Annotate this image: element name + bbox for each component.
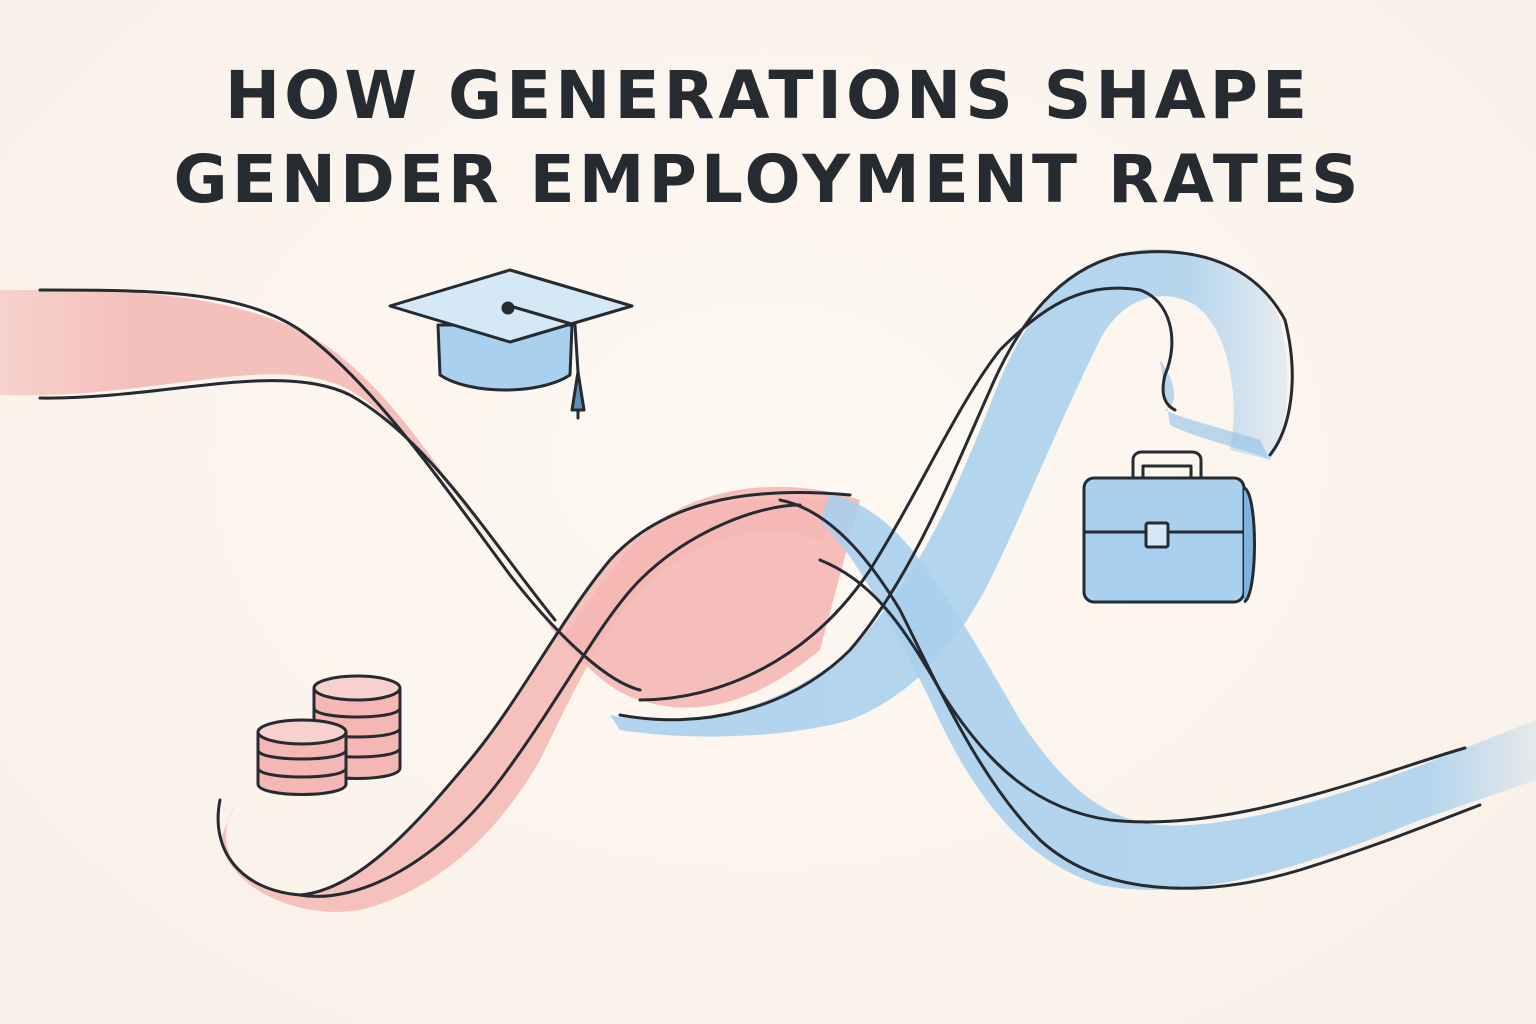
- pink-ribbon: [0, 288, 860, 912]
- title-line-2: GENDER EMPLOYMENT RATES: [173, 141, 1363, 218]
- coin-stacks-icon: [256, 674, 402, 796]
- briefcase-icon: [1082, 450, 1256, 604]
- blue-ribbon: [610, 249, 1536, 890]
- graduation-cap-icon: [388, 268, 634, 420]
- page-title: HOW GENERATIONS SHAPE GENDER EMPLOYMENT …: [0, 54, 1536, 222]
- title-line-1: HOW GENERATIONS SHAPE: [224, 57, 1312, 134]
